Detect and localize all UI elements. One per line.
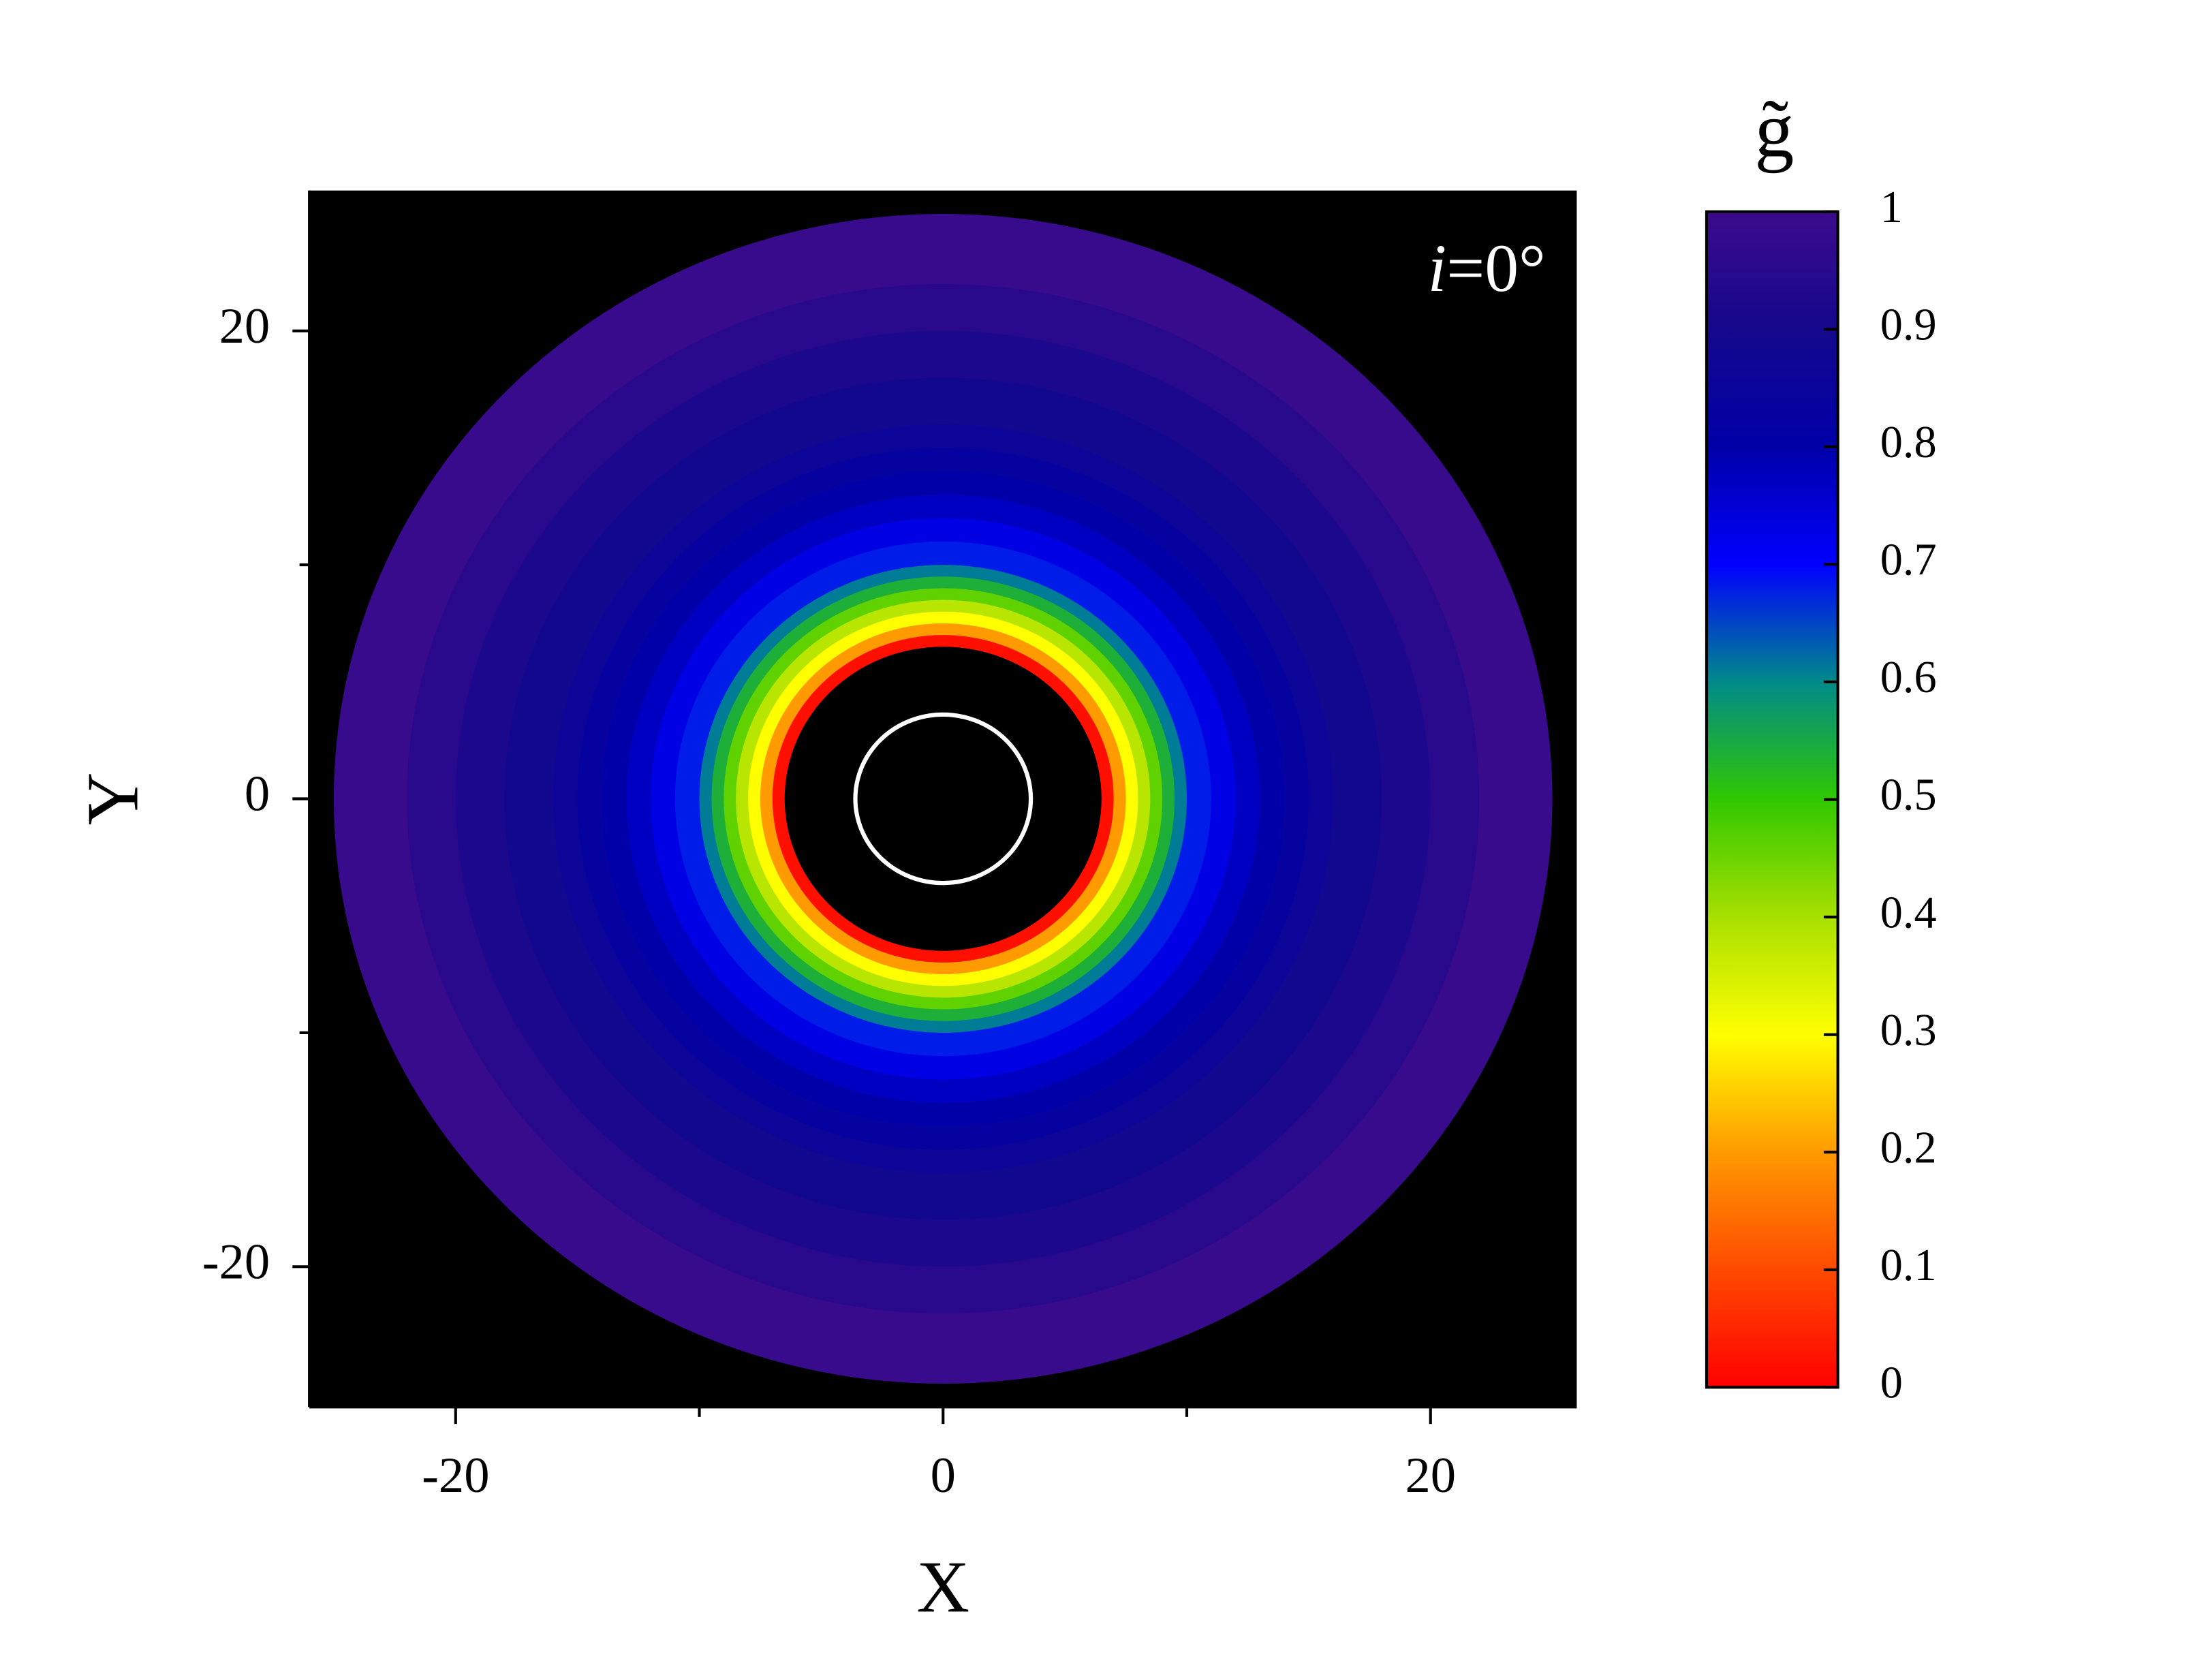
annotation: i=0°: [1428, 230, 1546, 306]
colorbar-tick-label: 0.2: [1880, 1123, 1937, 1172]
x-tick-label: -20: [422, 1448, 489, 1504]
annotation-symbol: i: [1428, 230, 1447, 306]
x-tick-label: 20: [1405, 1448, 1456, 1504]
colorbar-tick-label: 0.9: [1880, 300, 1937, 349]
colorbar: [1705, 210, 1839, 1389]
colorbar-tick-label: 0.3: [1880, 1006, 1937, 1055]
colorbar-tick-label: 0.4: [1880, 888, 1937, 937]
y-tick-label: -20: [202, 1234, 270, 1290]
x-tick-label: 0: [931, 1448, 956, 1504]
colorbar-tick-label: 0.7: [1880, 535, 1937, 585]
disk-hole: [784, 647, 1102, 951]
colorbar-tick-label: 1: [1880, 183, 1903, 232]
annotation-text: =0°: [1446, 230, 1546, 306]
colorbar-tick-label: 0: [1880, 1358, 1903, 1408]
y-tick-label: 0: [245, 766, 270, 822]
photon-ring: [853, 712, 1034, 886]
y-axis-label: Y: [72, 773, 153, 826]
colorbar-tick-label: 0.8: [1880, 418, 1937, 467]
colorbar-tick-label: 0.5: [1880, 771, 1937, 820]
colorbar-title: g̃: [1754, 87, 1794, 174]
colorbar-tick-label: 0.6: [1880, 653, 1937, 702]
y-tick-label: 20: [219, 298, 270, 354]
colorbar-tick-label: 0.1: [1880, 1241, 1937, 1290]
x-axis-label: X: [916, 1547, 969, 1628]
